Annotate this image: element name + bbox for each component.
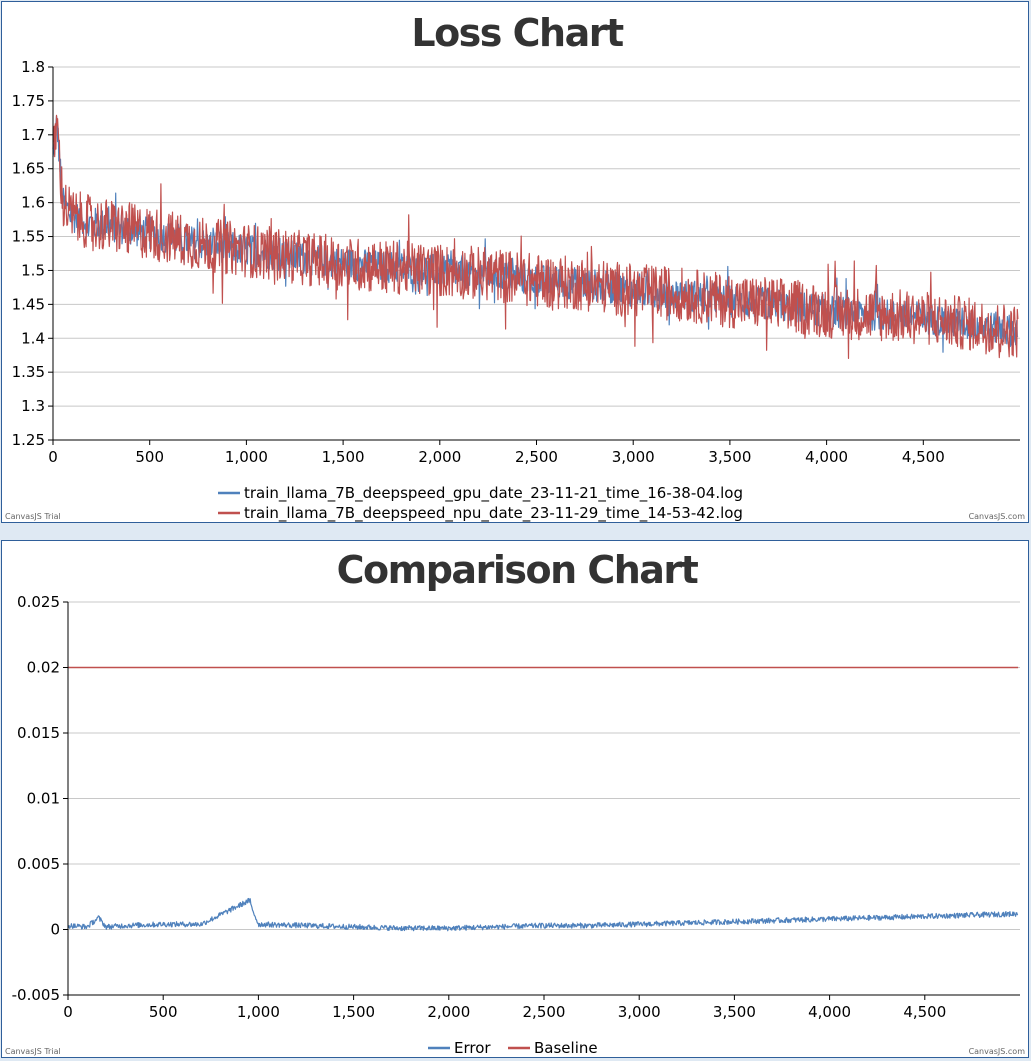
x-tick-label: 3,500 (713, 1003, 756, 1021)
loss-chart: Loss Chart 1.25 1.3 1.35 1.4 1.45 1.5 1.55 1.6 1… (5, 11, 1026, 522)
watermark-canvasjs[interactable]: CanvasJS.com (969, 1047, 1026, 1056)
watermark-canvasjs[interactable]: CanvasJS.com (969, 512, 1026, 521)
y-tick-label: 1.7 (21, 126, 45, 144)
y-tick-label: 0.015 (17, 724, 60, 742)
y-tick-label: 0.025 (17, 593, 60, 611)
y-tick-label: 1.35 (12, 363, 45, 381)
x-tick-label: 1,500 (332, 1003, 375, 1021)
series-error-line (67, 897, 1019, 932)
loss-chart-panel: Loss Chart 1.25 1.3 1.35 1.4 1.45 1.5 1.55 1.6 1… (1, 1, 1029, 523)
x-tick-label: 2,000 (427, 1003, 470, 1021)
x-tick-label: 0 (48, 448, 58, 466)
watermark-trial: CanvasJS Trial (5, 512, 61, 521)
legend-item-gpu[interactable]: train_llama_7B_deepspeed_gpu_date_23-11-… (218, 484, 743, 503)
legend-label-npu: train_llama_7B_deepspeed_npu_date_23-11-… (244, 504, 743, 522)
y-tick-label: 1.45 (12, 295, 45, 313)
legend: train_llama_7B_deepspeed_gpu_date_23-11-… (218, 484, 743, 522)
x-tick-label: 3,000 (618, 1003, 661, 1021)
y-tick-label: 0.01 (27, 790, 60, 808)
x-tick-label: 0 (63, 1003, 73, 1021)
x-tick-label: 4,500 (903, 1003, 946, 1021)
watermark-trial: CanvasJS Trial (5, 1047, 61, 1056)
y-tick-label: 1.3 (21, 397, 45, 415)
y-tick-label: 1.75 (12, 92, 45, 110)
y-tick-label: -0.005 (12, 986, 60, 1004)
x-tick-label: 500 (149, 1003, 178, 1021)
legend-label-error: Error (454, 1039, 491, 1057)
y-tick-label: 1.6 (21, 194, 45, 212)
x-tick-label: 3,500 (708, 448, 751, 466)
comparison-chart-panel: Comparison Chart -0.005 0 0.005 0.01 0.015 0.… (1, 540, 1029, 1058)
y-tick-label: 1.25 (12, 431, 45, 449)
series-npu-line (52, 114, 1019, 359)
comparison-chart: Comparison Chart -0.00500.0050.010.0150.… (5, 548, 1026, 1057)
x-tick-label: 4,500 (902, 448, 945, 466)
y-tick-label: 0.02 (27, 659, 60, 677)
y-tick-label: 0 (50, 921, 60, 939)
chart-title: Comparison Chart (337, 548, 699, 592)
legend-label-gpu: train_llama_7B_deepspeed_gpu_date_23-11-… (244, 484, 743, 503)
legend-label-baseline: Baseline (534, 1039, 598, 1057)
y-tick-label: 0.005 (17, 855, 60, 873)
x-tick-label: 1,500 (322, 448, 365, 466)
legend-item-npu[interactable]: train_llama_7B_deepspeed_npu_date_23-11-… (218, 504, 743, 522)
x-tick-label: 4,000 (808, 1003, 851, 1021)
x-tick-label: 3,000 (612, 448, 655, 466)
legend-item-baseline[interactable]: Baseline (508, 1039, 598, 1057)
chart-title: Loss Chart (411, 11, 624, 55)
x-tick-label: 2,500 (523, 1003, 566, 1021)
x-tick-label: 4,000 (805, 448, 848, 466)
x-tick-label: 1,000 (225, 448, 268, 466)
y-tick-label: 1.5 (21, 261, 45, 279)
legend-item-error[interactable]: Error (428, 1039, 491, 1057)
x-tick-label: 2,000 (418, 448, 461, 466)
y-tick-label: 1.55 (12, 228, 45, 246)
x-tick-label: 2,500 (515, 448, 558, 466)
x-tick-label: 500 (135, 448, 164, 466)
legend: Error Baseline (428, 1039, 598, 1057)
y-tick-label: 1.65 (12, 160, 45, 178)
y-tick-label: 1.4 (21, 329, 45, 347)
y-tick-label: 1.8 (21, 58, 45, 76)
x-tick-label: 1,000 (237, 1003, 280, 1021)
